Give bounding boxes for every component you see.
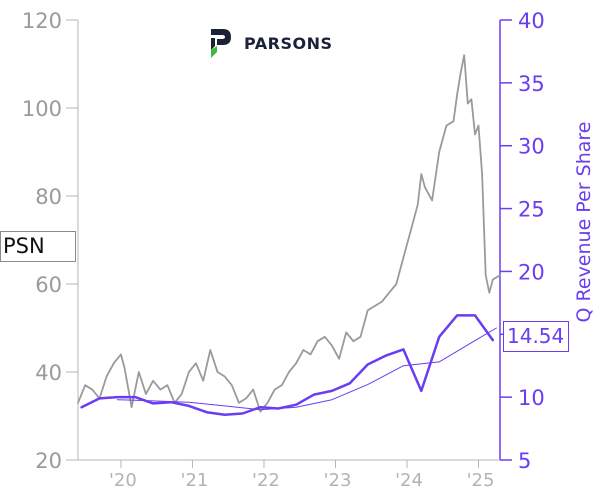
x-tick-label: '25 [467, 470, 495, 491]
company-logo: PARSONS [208, 26, 333, 60]
x-tick-label: '22 [252, 470, 280, 491]
x-tick-label: '23 [324, 470, 352, 491]
right-tick-label: 30 [518, 135, 545, 159]
left-tick-label: 100 [22, 97, 62, 121]
company-logo-text: PARSONS [244, 33, 333, 53]
parsons-logo-icon [211, 29, 231, 58]
x-tick-label: '24 [395, 470, 423, 491]
price-line [77, 54, 501, 413]
right-tick-label: 40 [518, 9, 545, 33]
left-tick-label: 60 [35, 273, 62, 297]
left-tick-label: 80 [35, 185, 62, 209]
current-value-label: 14.54 [503, 321, 569, 352]
left-tick-label: 40 [35, 361, 62, 385]
x-tick-label: '20 [109, 470, 137, 491]
average-line [116, 327, 497, 411]
ticker-label: PSN [0, 231, 76, 262]
series-layer [77, 54, 501, 416]
right-tick-label: 35 [518, 72, 545, 96]
right-tick-label: 5 [518, 449, 531, 473]
right-tick-label: 25 [518, 198, 545, 222]
right-tick-label: 10 [518, 386, 545, 410]
x-tick-label: '21 [181, 470, 209, 491]
right-axis-label: Q Revenue Per Share [573, 122, 595, 323]
left-tick-label: 20 [35, 449, 62, 473]
left-tick-label: 120 [22, 9, 62, 33]
revenue-per-share-line [80, 314, 495, 416]
right-tick-label: 20 [518, 260, 545, 284]
axes [66, 19, 512, 468]
